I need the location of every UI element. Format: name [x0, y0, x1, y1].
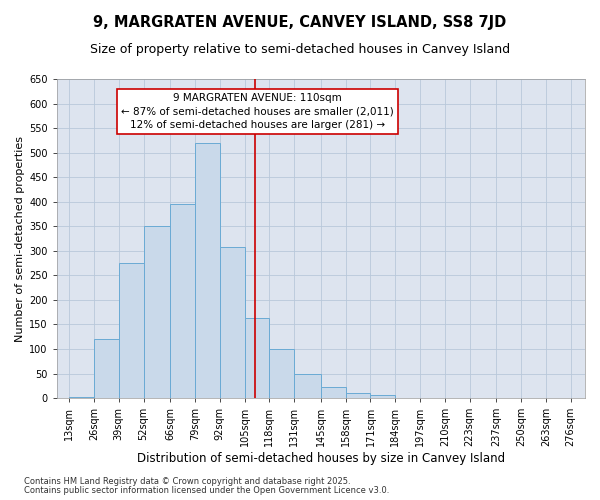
Bar	[245, 318, 269, 398]
Text: Contains HM Land Registry data © Crown copyright and database right 2025.: Contains HM Land Registry data © Crown c…	[24, 477, 350, 486]
Bar	[143, 226, 170, 398]
Bar	[346, 392, 370, 398]
X-axis label: Distribution of semi-detached houses by size in Canvey Island: Distribution of semi-detached houses by …	[137, 452, 505, 465]
Y-axis label: Number of semi-detached properties: Number of semi-detached properties	[15, 136, 25, 342]
Bar	[220, 248, 245, 398]
Text: 9 MARGRATEN AVENUE: 110sqm
← 87% of semi-detached houses are smaller (2,011)
12%: 9 MARGRATEN AVENUE: 110sqm ← 87% of semi…	[121, 94, 394, 130]
Text: Contains public sector information licensed under the Open Government Licence v3: Contains public sector information licen…	[24, 486, 389, 495]
Bar	[370, 394, 395, 398]
Bar	[269, 349, 294, 398]
Text: Size of property relative to semi-detached houses in Canvey Island: Size of property relative to semi-detach…	[90, 42, 510, 56]
Bar	[119, 263, 143, 398]
Bar	[294, 374, 321, 398]
Bar	[321, 387, 346, 398]
Text: 9, MARGRATEN AVENUE, CANVEY ISLAND, SS8 7JD: 9, MARGRATEN AVENUE, CANVEY ISLAND, SS8 …	[94, 15, 506, 30]
Bar	[69, 396, 94, 398]
Bar	[195, 143, 220, 398]
Bar	[170, 204, 195, 398]
Bar	[94, 339, 119, 398]
